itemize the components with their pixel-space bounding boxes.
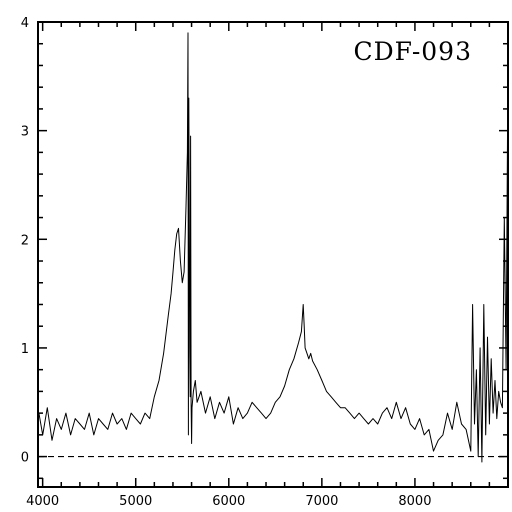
y-tick-label: 2 [21,233,29,248]
tick-labels: 4000 5000 6000 7000 8000 0 1 2 3 4 [21,16,432,509]
x-tick-label: 7000 [305,494,338,509]
x-tick-label: 8000 [398,494,431,509]
y-tick-label: 3 [21,125,29,140]
y-tick-label: 0 [21,451,29,466]
chart-title: CDF-093 [353,37,472,66]
tick-marks [38,21,509,487]
x-tick-label: 6000 [212,494,245,509]
spectrum-series-line [38,32,508,463]
plot-frame [37,21,509,488]
y-tick-label: 4 [21,16,29,31]
x-tick-label: 4000 [26,494,59,509]
y-tick-label: 1 [21,342,29,357]
x-tick-label: 5000 [119,494,152,509]
